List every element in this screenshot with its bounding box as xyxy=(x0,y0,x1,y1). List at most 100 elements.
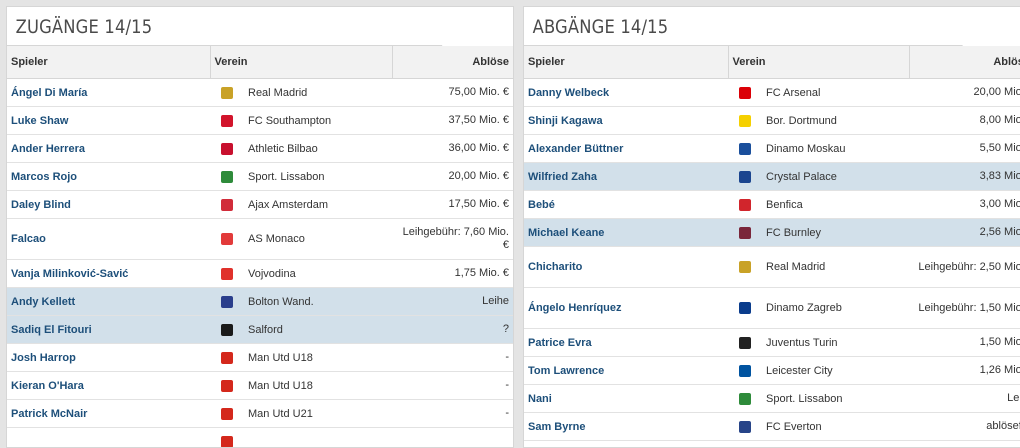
transfer-fee: Leihe xyxy=(909,385,1020,413)
player-name-link[interactable]: Ander Herrera xyxy=(7,135,210,163)
club-name-link[interactable]: Salford xyxy=(248,324,283,336)
column-header-club[interactable]: Verein xyxy=(728,46,909,79)
club-name-link[interactable]: Real Madrid xyxy=(766,261,825,273)
transfer-fee: - xyxy=(392,344,513,372)
transfer-fee: 17,50 Mio. € xyxy=(392,191,513,219)
player-name-link[interactable]: Michael Keane xyxy=(524,219,728,247)
club-name-link[interactable]: FC Arsenal xyxy=(766,87,820,99)
club-name-link[interactable]: Crystal Palace xyxy=(766,171,837,183)
club-name-link[interactable]: Real Madrid xyxy=(248,87,307,99)
column-header-fee[interactable]: Ablöse xyxy=(909,46,1020,79)
player-name-link[interactable]: Falcao xyxy=(7,219,210,260)
table-row: Daley Blind Ajax Amsterdam 17,50 Mio. € xyxy=(7,191,513,219)
club-name-link[interactable]: Bor. Dortmund xyxy=(766,115,837,127)
club-name-link[interactable]: Juventus Turin xyxy=(766,337,838,349)
vojvodina-crest-icon[interactable] xyxy=(221,268,233,280)
man-utd-crest-icon[interactable] xyxy=(221,380,233,392)
player-name-link[interactable]: Bebé xyxy=(524,191,728,219)
player-name-link[interactable] xyxy=(7,428,210,448)
column-header-fee[interactable]: Ablöse xyxy=(392,46,513,79)
real-madrid-crest-icon[interactable] xyxy=(739,261,751,273)
player-name-link[interactable]: Andy Kellett xyxy=(7,288,210,316)
player-name-link[interactable]: Patrick McNair xyxy=(7,400,210,428)
club-name-link[interactable]: Vojvodina xyxy=(248,268,296,280)
benfica-crest-icon[interactable] xyxy=(739,199,751,211)
man-utd-crest-icon[interactable] xyxy=(221,408,233,420)
club-name-link[interactable]: Benfica xyxy=(766,199,803,211)
leicester-crest-icon[interactable] xyxy=(739,365,751,377)
club-name-link[interactable]: FC Everton xyxy=(766,421,822,433)
club-name-link[interactable]: Bolton Wand. xyxy=(248,296,314,308)
club-name-link[interactable]: FC Burnley xyxy=(766,227,821,239)
salford-crest-icon[interactable] xyxy=(221,324,233,336)
ajax-crest-icon[interactable] xyxy=(221,199,233,211)
player-name-link[interactable]: Nani xyxy=(524,385,728,413)
southampton-crest-icon[interactable] xyxy=(221,115,233,127)
column-header-club[interactable]: Verein xyxy=(210,46,392,79)
club-cell: FC Everton xyxy=(728,413,909,441)
real-madrid-crest-icon[interactable] xyxy=(221,87,233,99)
player-name-link[interactable]: Patrice Evra xyxy=(524,329,728,357)
club-name-link[interactable]: AS Monaco xyxy=(248,233,305,245)
club-name-link[interactable]: Man Utd U21 xyxy=(248,408,313,420)
everton-crest-icon[interactable] xyxy=(739,421,751,433)
player-name-link[interactable]: Marcos Rojo xyxy=(7,163,210,191)
club-name-link[interactable]: Sport. Lissabon xyxy=(766,393,842,405)
player-name-link[interactable]: Sam Byrne xyxy=(524,413,728,441)
player-name-link[interactable]: Ángel Di María xyxy=(7,79,210,107)
player-name-link[interactable]: Tom Lawrence xyxy=(524,357,728,385)
player-name-link[interactable]: Luke Shaw xyxy=(7,107,210,135)
departures-panel: ABGÄNGE 14/15 Spieler Verein Ablöse Dann… xyxy=(523,6,1020,448)
dortmund-crest-icon[interactable] xyxy=(739,115,751,127)
column-header-player[interactable]: Spieler xyxy=(524,46,728,79)
club-name-link[interactable]: Ajax Amsterdam xyxy=(248,199,328,211)
player-name-link[interactable]: Danny Welbeck xyxy=(524,79,728,107)
club-name-link[interactable]: Dinamo Zagreb xyxy=(766,302,842,314)
monaco-crest-icon[interactable] xyxy=(221,233,233,245)
player-name-link[interactable]: Ángelo Henríquez xyxy=(524,288,728,329)
burnley-crest-icon[interactable] xyxy=(739,227,751,239)
dinamo-zagreb-crest-icon[interactable] xyxy=(739,302,751,314)
man-utd-crest-icon[interactable] xyxy=(221,352,233,364)
player-name-link[interactable]: Kieran O'Hara xyxy=(7,372,210,400)
club-wrapper: Bor. Dortmund xyxy=(732,115,905,127)
arsenal-crest-icon[interactable] xyxy=(739,87,751,99)
transfer-fee: 20,00 Mio. € xyxy=(909,79,1020,107)
club-name-link[interactable]: Man Utd U18 xyxy=(248,380,313,392)
player-name-link[interactable]: Chicharito xyxy=(524,247,728,288)
club-wrapper: Crystal Palace xyxy=(732,171,905,183)
column-header-player[interactable]: Spieler xyxy=(7,46,210,79)
club-cell: Bor. Dortmund xyxy=(728,107,909,135)
arrivals-header-row: Spieler Verein Ablöse xyxy=(7,46,513,79)
club-name-link[interactable]: Man Utd U18 xyxy=(248,352,313,364)
juventus-crest-icon[interactable] xyxy=(739,337,751,349)
club-name-link[interactable]: FC Southampton xyxy=(248,115,331,127)
dinamo-moskau-crest-icon[interactable] xyxy=(739,143,751,155)
player-name-link[interactable]: Vanja Milinković-Savić xyxy=(7,260,210,288)
bolton-crest-icon[interactable] xyxy=(221,296,233,308)
crystal-palace-crest-icon[interactable] xyxy=(739,171,751,183)
player-name-link[interactable]: Alexander Büttner xyxy=(524,135,728,163)
sporting-crest-icon[interactable] xyxy=(221,171,233,183)
sporting-crest-icon[interactable] xyxy=(739,393,751,405)
player-name-link[interactable]: Daley Blind xyxy=(7,191,210,219)
player-name-link[interactable]: Wilfried Zaha xyxy=(524,163,728,191)
player-name-link[interactable]: Shinji Kagawa xyxy=(524,107,728,135)
club-name-link[interactable]: Athletic Bilbao xyxy=(248,143,318,155)
player-name-link[interactable]: Josh Harrop xyxy=(7,344,210,372)
club-wrapper: FC Everton xyxy=(732,421,905,433)
club-cell: Dinamo Moskau xyxy=(728,135,909,163)
club-name-link[interactable]: Dinamo Moskau xyxy=(766,143,845,155)
athletic-bilbao-crest-icon[interactable] xyxy=(221,143,233,155)
club-name-link[interactable]: Sport. Lissabon xyxy=(248,171,324,183)
club-name-link[interactable]: Leicester City xyxy=(766,365,833,377)
man-utd-crest-icon[interactable] xyxy=(221,436,233,448)
club-cell: FC Southampton xyxy=(210,107,392,135)
player-name-link[interactable]: Sadiq El Fitouri xyxy=(7,316,210,344)
